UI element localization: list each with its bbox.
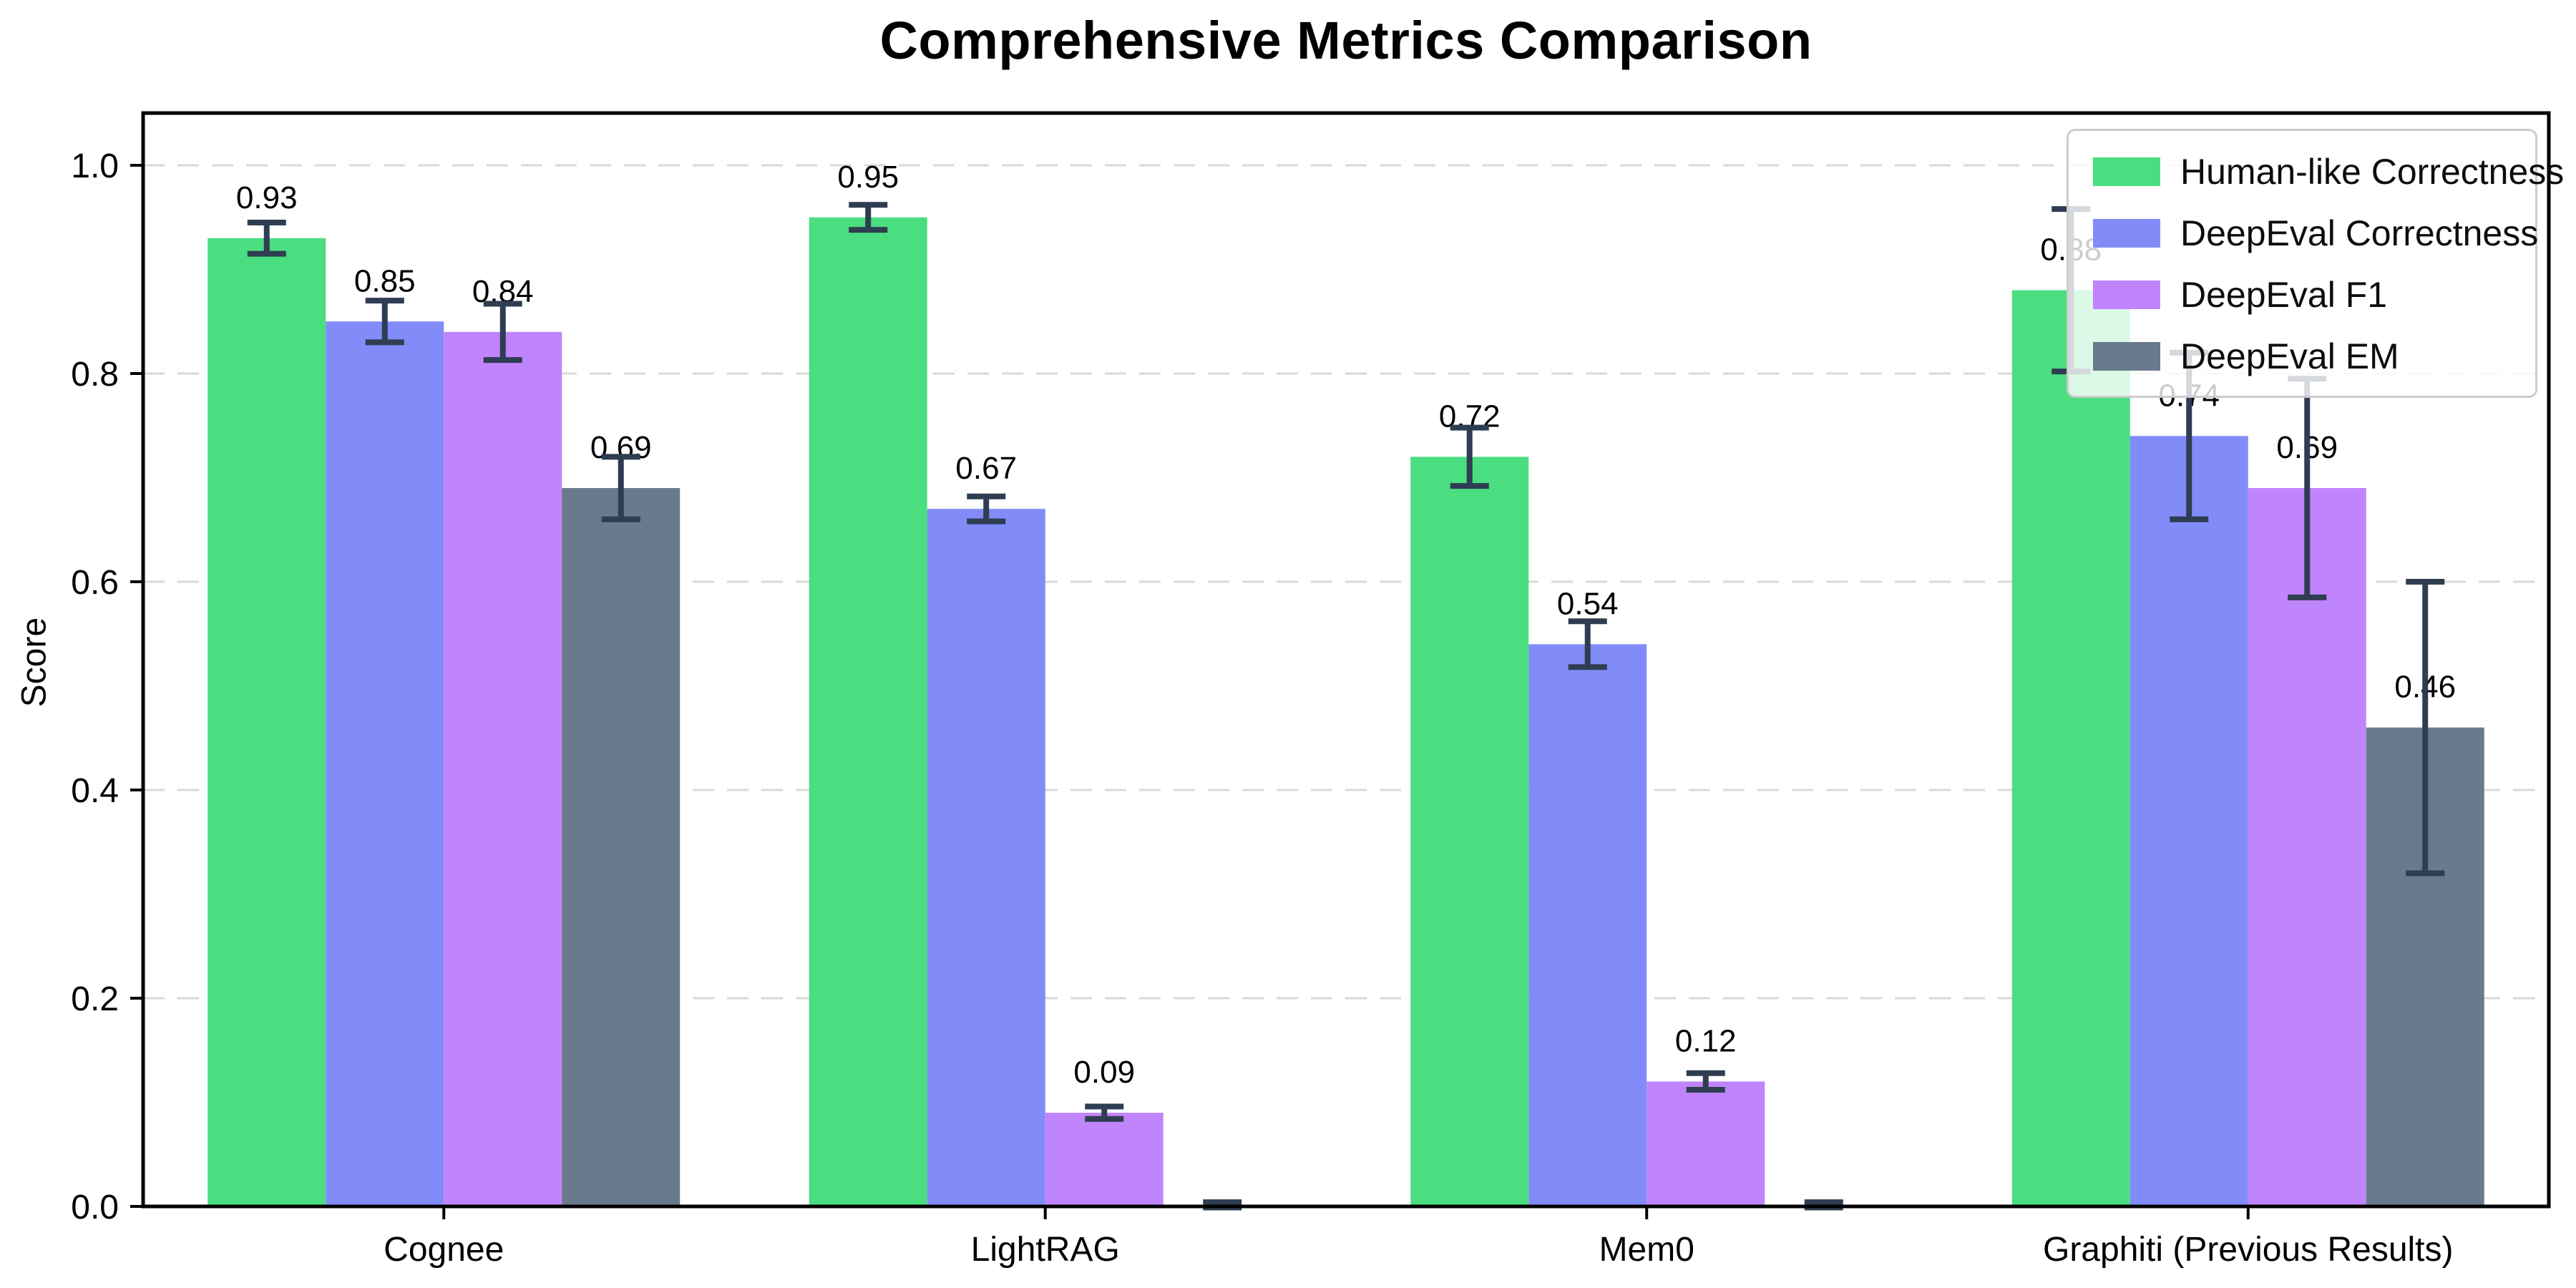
y-tick-label: 0.6	[71, 564, 119, 602]
legend-swatch-deepeval-f1	[2093, 280, 2160, 309]
axes-spines	[141, 111, 2551, 1209]
legend-swatch-deepeval-em	[2093, 342, 2160, 371]
chart-title: Comprehensive Metrics Comparison	[879, 11, 1813, 70]
y-tick-label: 1.0	[71, 147, 119, 185]
legend-item: Human-like Correctness	[2093, 150, 2564, 194]
x-tick-label: Mem0	[1599, 1231, 1694, 1269]
bar-2-3	[2248, 488, 2366, 1206]
x-tick-label: Graphiti (Previous Results)	[2043, 1231, 2454, 1269]
x-tick-label: Cognee	[384, 1231, 504, 1269]
bar-value-label: 0.12	[1675, 1023, 1737, 1058]
legend-item: DeepEval Correctness	[2093, 211, 2538, 255]
legend-item-label: DeepEval F1	[2180, 275, 2388, 315]
y-tick-label: 0.2	[71, 980, 119, 1018]
legend-swatch-deepeval-correctness	[2093, 219, 2160, 248]
legend-item: DeepEval EM	[2093, 334, 2514, 379]
legend-item: DeepEval F1	[2093, 273, 2514, 317]
bar-2-2	[1646, 1081, 1765, 1206]
y-tick-label: 0.8	[71, 356, 119, 394]
legend-item-label: DeepEval Correctness	[2180, 213, 2539, 253]
bar-value-label: 0.93	[236, 180, 298, 215]
legend-swatch-human-like-correctness	[2093, 157, 2160, 186]
bar-value-label: 0.95	[837, 160, 899, 195]
legend-item-label: DeepEval EM	[2180, 336, 2399, 376]
bar-value-label: 0.85	[354, 263, 416, 298]
bar-value-label: 0.67	[955, 451, 1017, 486]
bar-0-2	[1410, 457, 1529, 1206]
y-tick-label: 0.0	[71, 1189, 119, 1226]
y-tick-label: 0.4	[71, 772, 119, 810]
bar-1-1	[927, 509, 1045, 1206]
legend-item-label: Human-like Correctness	[2180, 152, 2565, 192]
bar-1-2	[1528, 644, 1647, 1206]
bar-value-label: 0.54	[1557, 586, 1619, 621]
legend: Human-like Correctness DeepEval Correctn…	[2067, 129, 2564, 398]
bar-2-1	[1045, 1113, 1163, 1206]
bar-value-label: 0.09	[1073, 1055, 1135, 1090]
bar-0-1	[809, 217, 927, 1206]
bar-1-0	[326, 321, 444, 1206]
bar-0-0	[208, 238, 326, 1207]
bar-0-3	[2011, 290, 2130, 1207]
x-tick-label: LightRAG	[971, 1231, 1120, 1269]
bar-2-0	[444, 331, 562, 1206]
bar-1-3	[2129, 436, 2248, 1206]
bar-3-0	[562, 488, 680, 1206]
